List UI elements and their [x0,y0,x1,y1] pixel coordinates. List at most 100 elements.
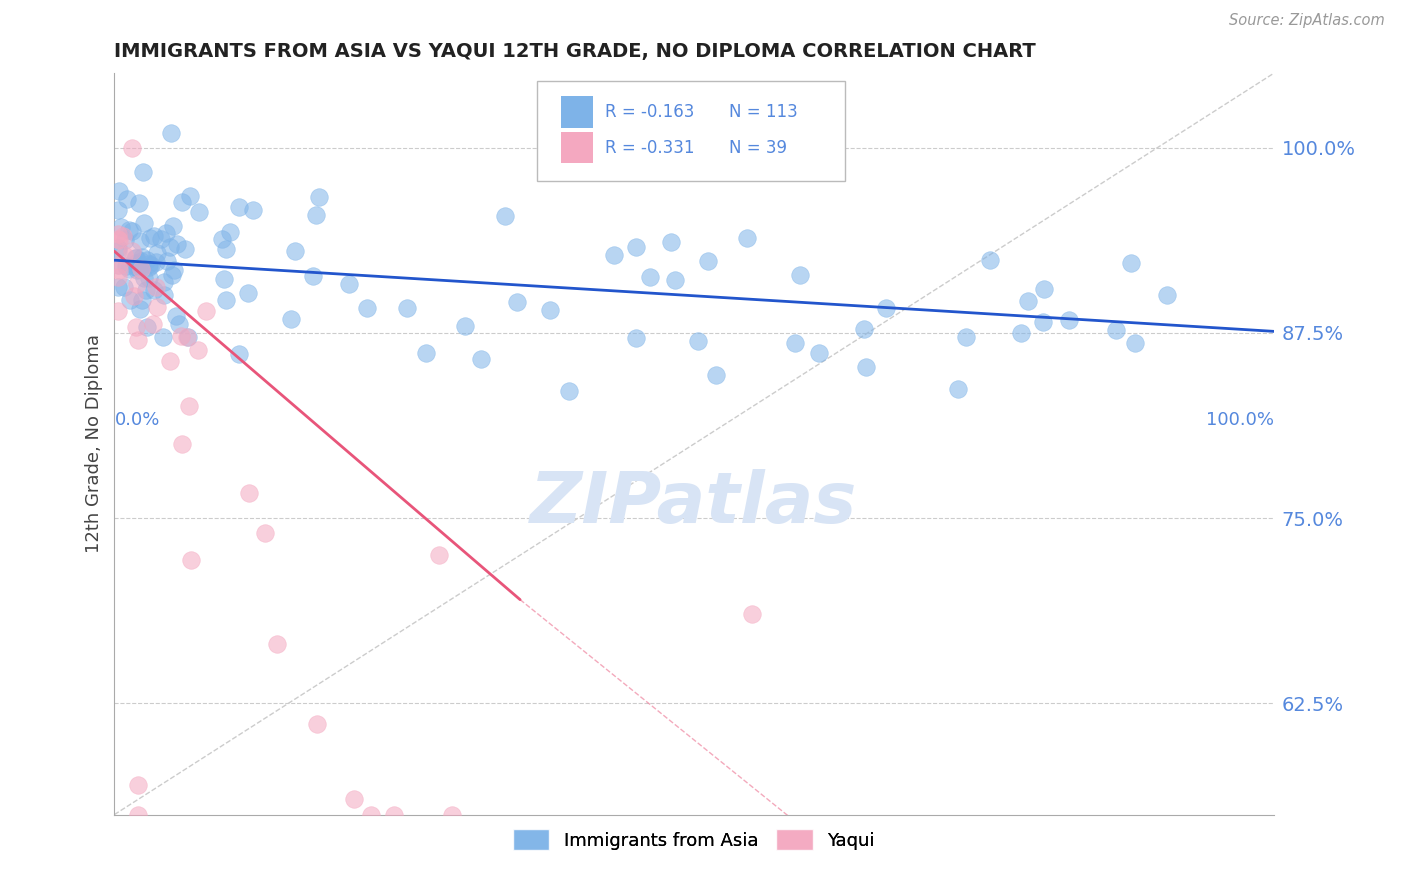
Point [382,807,405,822]
Point [166,237,188,252]
Point [170,436,193,450]
Point [155,227,177,241]
Text: Source: ZipAtlas.com: Source: ZipAtlas.com [1229,13,1385,29]
Point [173,243,195,257]
Point [143,283,166,297]
Point [128,196,150,211]
Point [108,233,131,247]
Point [152,288,174,302]
Point [163,262,186,277]
Text: IMMIGRANTS FROM ASIA VS YAQUI 12TH GRADE, NO DIPLOMA CORRELATION CHART: IMMIGRANTS FROM ASIA VS YAQUI 12TH GRADE… [114,42,1036,61]
Point [112,280,135,294]
Point [153,276,176,290]
Point [875,301,897,316]
Point [180,553,202,567]
Point [624,240,647,254]
Point [128,235,150,249]
Point [167,318,190,332]
Point [979,252,1001,267]
Point [127,807,149,822]
Point [343,791,366,805]
Point [356,301,378,316]
Y-axis label: 12th Grade, No Diploma: 12th Grade, No Diploma [86,334,103,554]
Text: 100.0%: 100.0% [1205,410,1274,429]
Point [139,231,162,245]
Point [125,263,148,277]
Point [808,345,831,359]
Point [129,253,152,268]
Point [696,253,718,268]
Point [194,304,217,318]
Point [135,284,157,298]
Point [470,352,492,367]
Point [558,384,581,398]
Point [337,277,360,291]
Point [307,717,329,731]
Point [121,223,143,237]
Point [624,331,647,345]
Point [219,226,242,240]
Point [138,260,160,274]
Point [121,244,143,259]
Point [110,220,132,235]
Point [107,242,129,256]
Point [131,262,153,277]
Point [1125,335,1147,350]
Point [737,231,759,245]
Point [107,203,129,218]
Point [142,317,165,331]
Point [131,250,153,264]
Text: N = 39: N = 39 [728,138,787,156]
Point [238,286,260,301]
Point [360,807,382,822]
Point [212,272,235,286]
Point [112,248,135,262]
Point [125,320,148,334]
Point [118,223,141,237]
Point [125,256,148,270]
Point [415,345,437,359]
Point [134,271,156,285]
Point [741,607,763,622]
Point [138,270,160,285]
Point [152,330,174,344]
Point [179,399,201,413]
Legend: Immigrants from Asia, Yaqui: Immigrants from Asia, Yaqui [506,822,882,857]
Point [121,140,143,154]
Point [108,263,131,277]
Point [107,258,129,272]
Point [783,335,806,350]
Point [141,258,163,272]
Point [156,254,179,268]
Point [107,269,129,284]
Point [1032,282,1054,296]
Text: N = 113: N = 113 [728,103,797,121]
Point [603,248,626,262]
Point [150,232,173,246]
Point [280,311,302,326]
Point [308,190,330,204]
Point [114,233,136,247]
Point [129,302,152,317]
Point [122,289,145,303]
Point [125,277,148,291]
Point [107,227,129,242]
Point [131,293,153,307]
Point [172,194,194,209]
Point [115,192,138,206]
FancyBboxPatch shape [561,132,593,163]
Point [955,329,977,343]
Point [162,219,184,233]
Point [704,368,727,382]
Point [454,318,477,333]
Point [538,302,561,317]
Point [266,637,288,651]
Point [284,244,307,258]
Point [107,280,129,294]
Point [114,259,136,273]
Point [1105,323,1128,337]
Point [145,301,167,315]
Text: ZIPatlas: ZIPatlas [530,469,858,538]
Point [494,209,516,223]
Point [107,258,129,272]
